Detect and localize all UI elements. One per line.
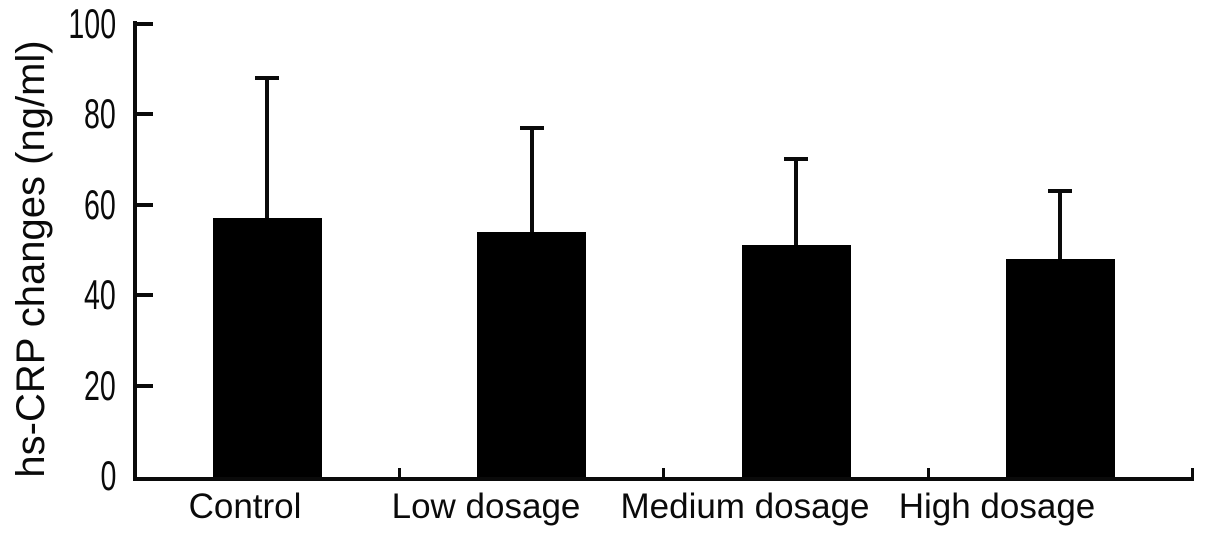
x-tick-mark (397, 468, 401, 477)
y-tick-label: 80 (84, 90, 116, 137)
x-category-label: Medium dosage (620, 487, 870, 526)
y-tick-mark (136, 112, 153, 116)
error-bar-stem (529, 127, 534, 232)
error-bar-cap (255, 75, 280, 80)
error-bar-stem (265, 77, 270, 219)
x-tick-mark (1191, 468, 1195, 477)
bar-control (212, 218, 322, 477)
x-category-label: Control (188, 487, 302, 526)
bar-medium-dosage (741, 245, 851, 477)
error-bar-cap (519, 125, 544, 130)
bar-low-dosage (477, 231, 587, 477)
x-axis-line (133, 477, 1194, 481)
y-tick-label: 100 (68, 0, 116, 47)
y-tick-label: 20 (84, 361, 116, 409)
y-tick-mark (136, 202, 153, 207)
error-bar-cap (1048, 188, 1073, 193)
y-axis-title: hs-CRP changes (ng/ml) (9, 40, 53, 478)
error-bar-stem (1058, 190, 1063, 259)
y-axis-line (133, 21, 137, 481)
y-tick-label: 40 (84, 271, 116, 318)
x-tick-mark (662, 468, 666, 477)
x-tick-mark (926, 468, 930, 477)
bar-high-dosage (1005, 258, 1115, 477)
y-tick-mark (136, 293, 153, 297)
error-bar-stem (794, 159, 798, 246)
x-category-label: Low dosage (391, 487, 581, 526)
y-tick-mark (136, 383, 153, 388)
y-tick-label: 0 (100, 452, 116, 499)
x-category-label: High dosage (898, 487, 1096, 526)
error-bar-cap (784, 157, 808, 162)
y-tick-label: 60 (84, 180, 116, 228)
y-tick-mark (136, 21, 153, 26)
